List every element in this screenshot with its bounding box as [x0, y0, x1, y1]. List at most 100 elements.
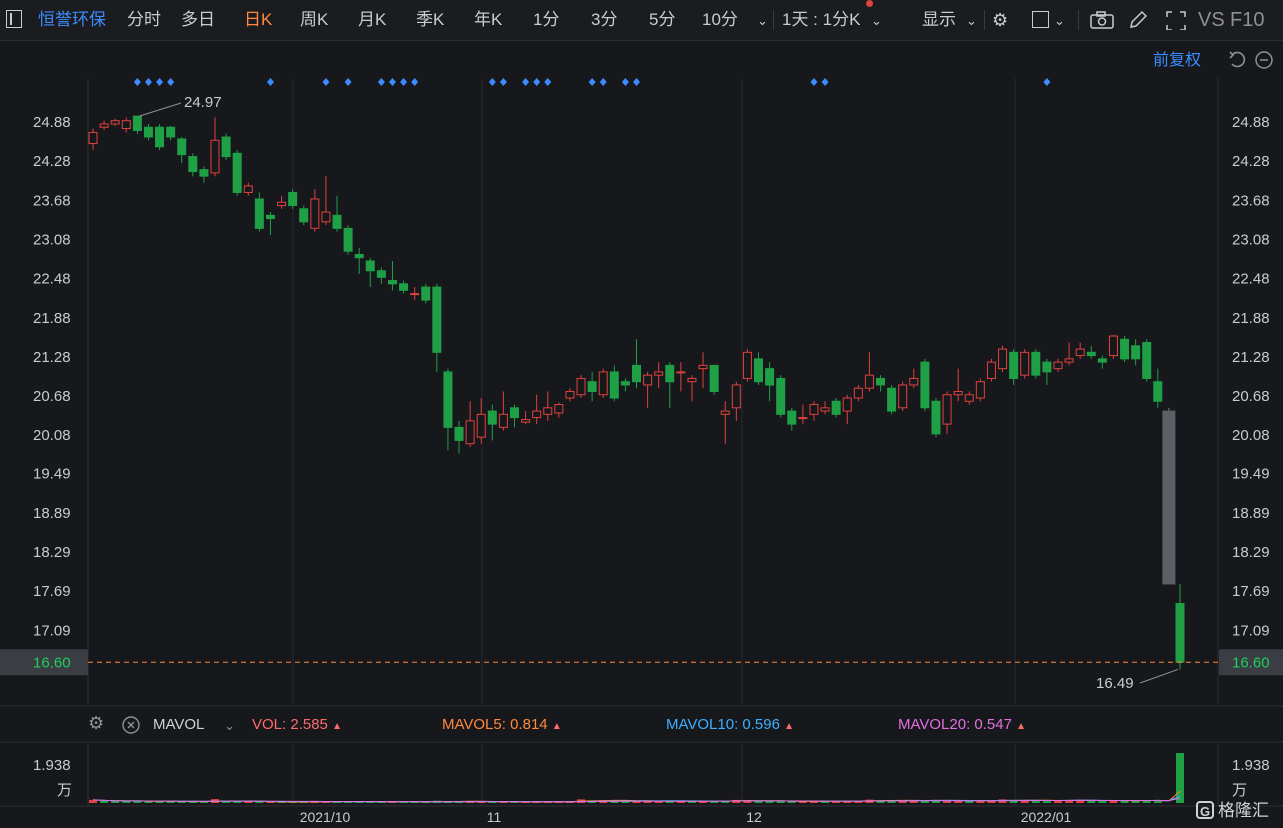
- event-markers: [133, 78, 1051, 86]
- candle: [387, 280, 397, 285]
- volume-bar: [1131, 800, 1140, 803]
- adjust-mode-button[interactable]: 前复权: [1153, 52, 1202, 69]
- event-marker: [156, 78, 164, 86]
- f10-button[interactable]: F10: [1230, 9, 1265, 31]
- candle: [465, 420, 475, 445]
- event-marker: [411, 78, 419, 86]
- undo-icon[interactable]: [1227, 50, 1247, 70]
- volume-bar: [699, 800, 708, 803]
- candle: [221, 136, 231, 158]
- chevron-down-icon[interactable]: ⌄: [224, 718, 235, 733]
- candle: [876, 377, 886, 386]
- candle: [277, 201, 287, 207]
- sidebar-toggle-icon[interactable]: [6, 10, 22, 28]
- volume-bar: [621, 801, 630, 803]
- candle: [1162, 410, 1176, 585]
- tab-multi-day[interactable]: 多日: [181, 10, 215, 29]
- volume-bar: [244, 801, 253, 803]
- candle: [254, 198, 264, 229]
- volume-bar: [1076, 799, 1085, 803]
- tab-daily-k[interactable]: 日K: [244, 10, 273, 29]
- tab-1min[interactable]: 1分: [533, 10, 560, 29]
- notification-dot: [866, 0, 873, 7]
- annotations: 24.97 16.49: [139, 94, 1179, 692]
- tab-monthly-k[interactable]: 月K: [358, 10, 387, 29]
- tab-10min[interactable]: 10分: [702, 10, 738, 29]
- stock-name[interactable]: 恒誉环保: [38, 10, 106, 29]
- price-tick-label: 22.48: [33, 271, 71, 288]
- date-label: 12: [746, 809, 762, 825]
- square-icon[interactable]: [1032, 11, 1049, 28]
- volume-unit-label: 万: [1232, 782, 1247, 799]
- candle: [343, 227, 353, 252]
- pencil-icon[interactable]: [1128, 10, 1148, 30]
- candle: [1120, 338, 1130, 360]
- chevron-down-icon[interactable]: ⌄: [1054, 13, 1065, 28]
- volume-bar: [843, 801, 852, 803]
- candle: [953, 390, 963, 396]
- separator: [773, 10, 774, 30]
- indicator-name[interactable]: MAVOL: [153, 716, 205, 733]
- price-tick-label: 17.09: [1232, 622, 1270, 639]
- current-price-label: 16.60: [33, 654, 71, 671]
- candle: [687, 377, 697, 383]
- close-icon[interactable]: [122, 716, 140, 734]
- candle: [853, 387, 863, 399]
- candle: [521, 419, 531, 423]
- chevron-down-icon[interactable]: ⌄: [966, 13, 977, 28]
- fullscreen-icon[interactable]: [1165, 10, 1187, 30]
- tab-fenshi[interactable]: 分时: [127, 10, 161, 29]
- candle: [731, 384, 741, 409]
- event-marker: [599, 78, 607, 86]
- camera-icon[interactable]: [1090, 11, 1114, 31]
- price-tick-label: 19.49: [33, 466, 71, 483]
- price-tick-label: 24.88: [33, 114, 71, 131]
- candle: [787, 410, 797, 425]
- candle: [1108, 335, 1118, 357]
- candle: [155, 126, 165, 148]
- price-tick-label: 21.28: [1232, 349, 1270, 366]
- volume-unit-label: 万: [57, 782, 72, 799]
- candle: [532, 410, 542, 419]
- candle: [909, 377, 919, 386]
- chevron-down-icon[interactable]: ⌄: [871, 13, 882, 28]
- tab-weekly-k[interactable]: 周K: [300, 10, 329, 29]
- period-select[interactable]: 1天 : 1分K: [782, 10, 861, 29]
- event-marker: [167, 78, 175, 86]
- chevron-down-icon[interactable]: ⌄: [757, 13, 768, 28]
- candle: [421, 286, 431, 301]
- volume-bar: [987, 800, 996, 803]
- display-menu[interactable]: 显示: [922, 10, 956, 29]
- volume-bar: [676, 801, 685, 803]
- volume-bar: [233, 801, 242, 803]
- candle: [620, 381, 630, 386]
- gear-icon[interactable]: ⚙: [88, 713, 105, 733]
- event-marker: [344, 78, 352, 86]
- candle: [310, 198, 320, 229]
- tab-quarterly-k[interactable]: 季K: [416, 10, 445, 29]
- volume-bar: [965, 800, 974, 803]
- event-marker: [633, 78, 640, 86]
- candle: [487, 410, 497, 425]
- candle: [1086, 351, 1096, 357]
- candle: [354, 253, 364, 259]
- date-axis: 2021/10 11 12 2022/01: [300, 809, 1072, 825]
- candle: [509, 407, 519, 419]
- tab-5min[interactable]: 5分: [649, 10, 676, 29]
- volume-bar: [920, 800, 929, 803]
- price-tick-label: 18.29: [33, 544, 71, 561]
- high-pointer: [139, 102, 182, 117]
- current-price-badge: [1219, 649, 1283, 676]
- vs-button[interactable]: VS: [1198, 9, 1225, 31]
- volume-bar: [787, 801, 796, 803]
- tab-3min[interactable]: 3分: [591, 10, 618, 29]
- candle: [898, 384, 908, 409]
- gear-icon[interactable]: ⚙: [992, 10, 1009, 30]
- candle: [842, 397, 852, 412]
- mavol10-value: MAVOL10: 0.596 ▲: [666, 716, 795, 733]
- zoom-out-icon[interactable]: [1254, 50, 1274, 70]
- volume-bar: [665, 800, 674, 803]
- tab-yearly-k[interactable]: 年K: [474, 10, 503, 29]
- candle: [454, 426, 464, 441]
